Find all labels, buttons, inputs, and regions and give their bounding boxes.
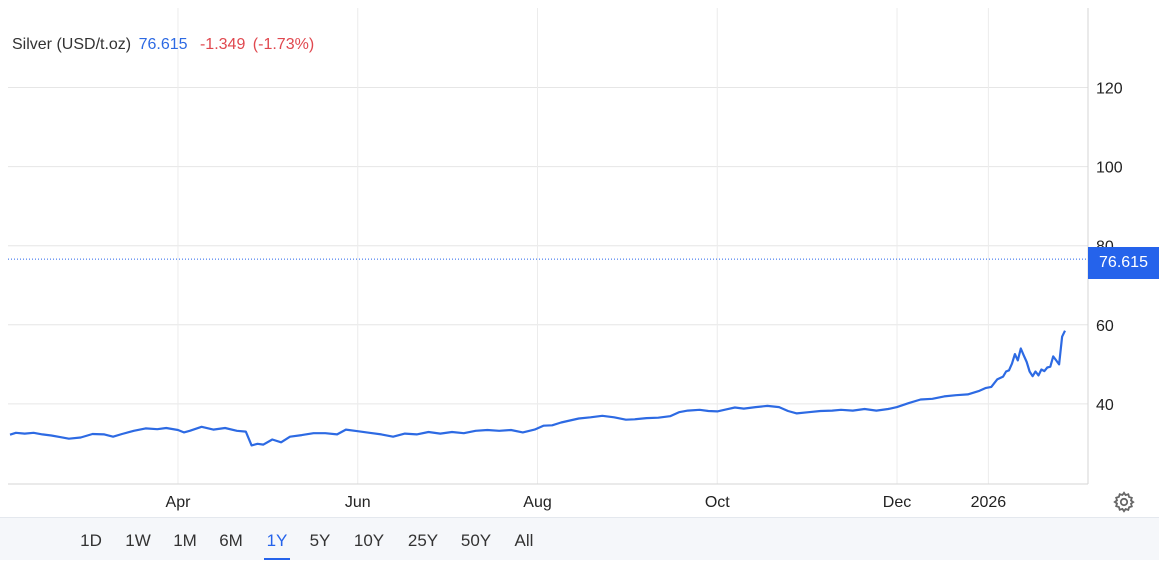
price-chart[interactable]: 406080100120AprJunAugOctDec2026 Silver (… [0,0,1159,517]
range-button-5y[interactable]: 5Y [309,531,331,550]
x-tick-label: Apr [166,494,192,511]
x-tick-label: Dec [883,494,911,511]
range-button-25y[interactable]: 25Y [407,531,439,550]
last-price-tag: 76.615 [1088,247,1159,279]
range-selector: 1D 1W 1M 6M 1Y 5Y 10Y 25Y 50Y All [0,517,1159,560]
x-tick-label: Aug [523,494,551,511]
x-tick-label: Jun [345,494,371,511]
range-button-1y[interactable]: 1Y [264,518,290,560]
range-button-6m[interactable]: 6M [219,531,243,550]
range-button-all[interactable]: All [514,531,534,550]
x-tick-label: Oct [705,494,730,511]
chart-svg[interactable]: 406080100120AprJunAugOctDec2026 [0,0,1159,517]
price-change-percent: (-1.73%) [252,36,315,53]
chart-legend: Silver (USD/t.oz) 76.615 -1.349 (-1.73%) [12,36,314,54]
silver-price-line [9,330,1066,447]
y-tick-label: 40 [1096,397,1114,414]
y-tick-label: 120 [1096,81,1123,98]
y-tick-label: 60 [1096,318,1114,335]
range-button-1w[interactable]: 1W [125,531,151,550]
current-price: 76.615 [138,36,188,53]
range-button-50y[interactable]: 50Y [460,531,492,550]
gear-icon[interactable] [1112,490,1136,514]
range-button-1m[interactable]: 1M [173,531,197,550]
instrument-name: Silver (USD/t.oz) [12,36,132,53]
range-button-10y[interactable]: 10Y [353,531,385,550]
price-change: -1.349 [199,36,246,53]
x-tick-label: 2026 [971,494,1007,511]
range-button-1d[interactable]: 1D [80,531,102,550]
y-tick-label: 100 [1096,160,1123,177]
